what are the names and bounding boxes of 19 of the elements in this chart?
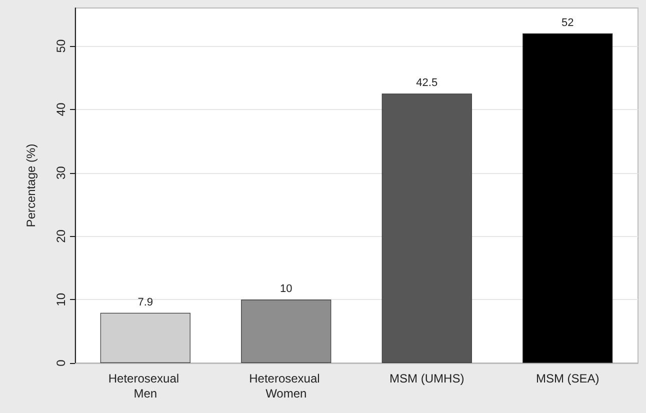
bar <box>241 300 332 363</box>
y-axis-title: Percentage (%) <box>24 144 38 228</box>
y-tick-label: 30 <box>54 166 68 180</box>
bar <box>382 94 472 363</box>
bar <box>100 312 190 363</box>
data-label: 52 <box>562 16 574 29</box>
data-label: 7.9 <box>138 296 154 308</box>
y-tick-label: 50 <box>54 39 68 53</box>
y-tick-label: 0 <box>54 359 68 366</box>
x-tick-label: MSM (UMHS) <box>390 372 464 386</box>
y-tick-label: 20 <box>54 229 68 243</box>
data-label: 42.5 <box>416 77 438 90</box>
x-tick-label: MSM (SEA) <box>536 372 600 386</box>
bar <box>522 33 613 363</box>
y-tick-label: 10 <box>54 292 68 306</box>
x-tick-label: Heterosexual Women <box>249 372 324 400</box>
x-tick-label: Heterosexual Men <box>108 372 182 400</box>
data-label: 10 <box>280 283 292 296</box>
y-tick-label: 40 <box>54 102 68 116</box>
